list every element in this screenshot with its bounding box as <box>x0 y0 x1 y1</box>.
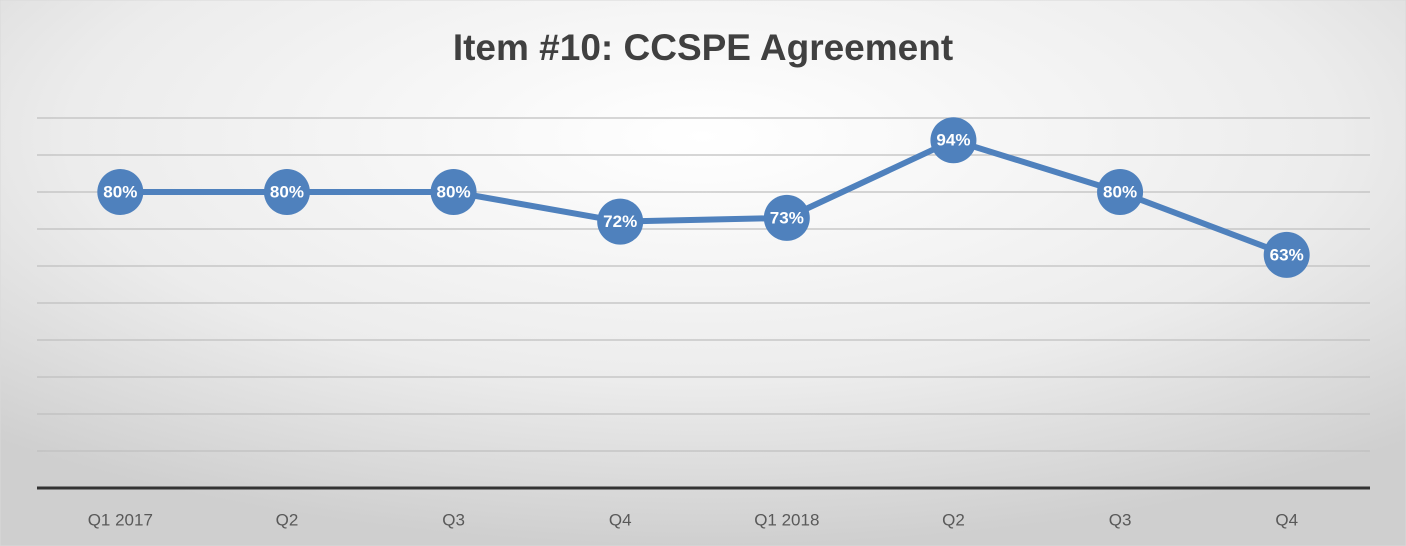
x-tick-label: Q1 2018 <box>754 510 819 529</box>
chart-title: Item #10: CCSPE Agreement <box>453 27 953 68</box>
data-point <box>1097 169 1144 215</box>
line-series <box>120 137 1288 258</box>
data-point <box>430 169 477 215</box>
data-label: 73% <box>770 208 804 227</box>
data-label: 94% <box>936 131 970 150</box>
data-point <box>763 194 810 241</box>
data-point <box>930 117 977 164</box>
x-tick-label: Q2 <box>942 510 965 529</box>
data-point <box>263 169 310 215</box>
x-tick-label: Q1 2017 <box>88 510 153 529</box>
data-point <box>97 169 144 215</box>
x-tick-label: Q3 <box>442 510 465 529</box>
x-tick-label: Q4 <box>609 510 632 529</box>
x-tick-label: Q2 <box>276 510 299 529</box>
data-label: 80% <box>270 182 304 201</box>
data-point <box>597 198 644 245</box>
data-label: 80% <box>1103 182 1137 201</box>
x-tick-label: Q3 <box>1109 510 1132 529</box>
data-label: 63% <box>1270 245 1304 264</box>
data-point <box>1263 231 1310 278</box>
data-label: 80% <box>437 182 471 201</box>
x-tick-label: Q4 <box>1275 510 1298 529</box>
data-label: 72% <box>603 212 637 231</box>
data-label: 80% <box>103 182 137 201</box>
